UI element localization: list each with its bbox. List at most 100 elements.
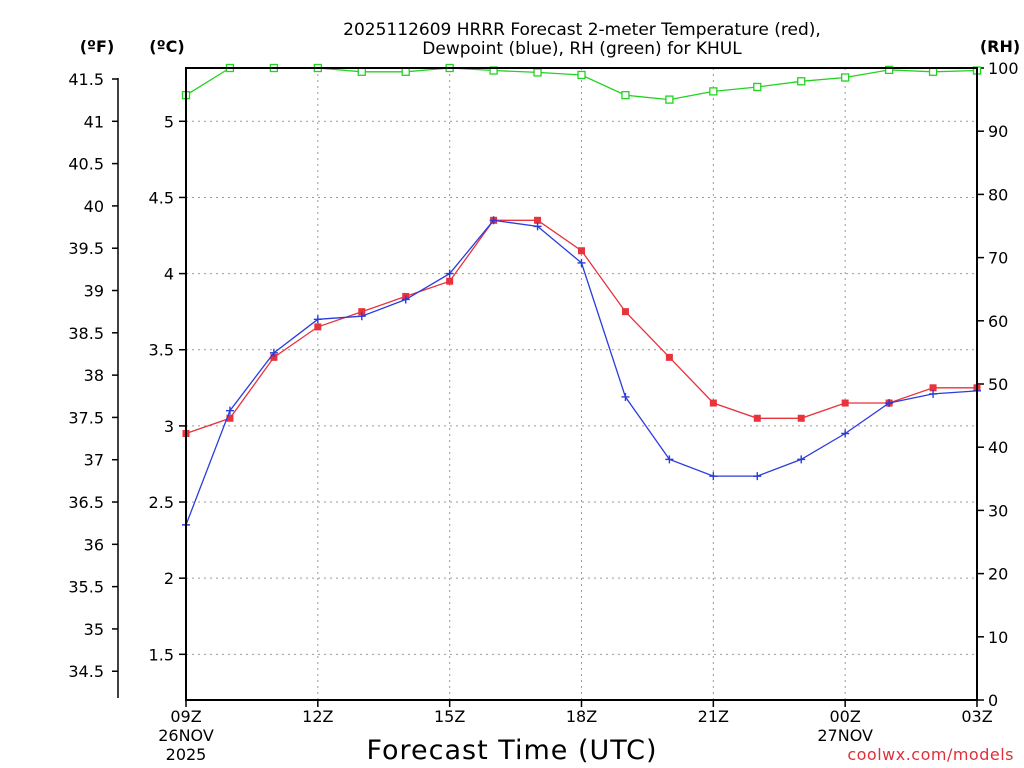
fahrenheit-tick-label: 41.5 (68, 70, 104, 89)
source-credit: coolwx.com/models (847, 745, 1014, 764)
dewpoint-point (269, 348, 278, 357)
fahrenheit-tick-label: 38 (84, 366, 104, 385)
time-tick-label: 18Z (566, 707, 597, 726)
temperature-point (446, 277, 454, 285)
temperature-point (578, 247, 585, 255)
temperature-point (314, 323, 322, 331)
x-axis-label: Forecast Time (UTC) (366, 735, 657, 766)
rh-point (709, 87, 718, 96)
fahrenheit-tick-label: 41 (84, 112, 104, 131)
date-tick-label: 27NOV (817, 726, 873, 745)
celsius-tick-label: 3 (164, 417, 174, 436)
rh-tick-label: 20 (988, 565, 1008, 584)
dewpoint-point (797, 455, 806, 464)
rh-tick-label: 10 (988, 628, 1008, 647)
fahrenheit-tick-label: 39 (84, 282, 104, 301)
fahrenheit-tick-label: 34.5 (68, 662, 104, 681)
time-tick-label: 09Z (170, 707, 201, 726)
year-tick-label: 2025 (166, 745, 207, 764)
fahrenheit-tick-label: 35.5 (68, 578, 104, 597)
temperature-point (621, 308, 629, 316)
rh-tick-label: 70 (988, 249, 1008, 268)
temperature-point (270, 353, 278, 361)
rh-tick-label: 90 (988, 122, 1008, 141)
celsius-tick-label: 4 (164, 265, 174, 284)
chart-title-line1: 2025112609 HRRR Forecast 2-meter Tempera… (343, 20, 821, 40)
fahrenheit-tick-label: 37.5 (68, 408, 104, 427)
temperature-point (753, 414, 761, 422)
fahrenheit-tick-label: 40 (84, 197, 104, 216)
dewpoint-point (621, 392, 630, 401)
time-tick-label: 15Z (434, 707, 465, 726)
rh-unit-label: (RH) (980, 37, 1020, 56)
dewpoint-point (225, 406, 234, 415)
rh-tick-label: 80 (988, 185, 1008, 204)
grid-lines (185, 68, 978, 700)
dewpoint-point (841, 429, 850, 438)
dewpoint-point (445, 269, 454, 278)
fahrenheit-tick-label: 35 (84, 620, 104, 639)
rh-axis: 0 10 20 30 40 50 60 70 80 90 100 (977, 59, 1019, 710)
fahrenheit-tick-label: 38.5 (68, 324, 104, 343)
rh-point (577, 70, 586, 80)
celsius-tick-label: 5 (164, 112, 174, 131)
dewpoint-series (182, 216, 981, 529)
rh-point (841, 73, 850, 82)
celsius-tick-label: 1.5 (149, 645, 174, 664)
celsius-tick-label: 4.5 (149, 188, 174, 207)
rh-point (797, 77, 806, 86)
temperature-point (534, 216, 542, 224)
rh-point (665, 95, 674, 104)
celsius-tick-label: 2.5 (149, 493, 174, 512)
chart-title-line2: Dewpoint (blue), RH (green) for KHUL (422, 39, 742, 59)
rh-tick-label: 40 (988, 438, 1008, 457)
temperature-point (929, 384, 937, 392)
dewpoint-point (489, 216, 498, 225)
rh-series (181, 63, 982, 104)
dewpoint-point (533, 222, 542, 231)
temperature-point (358, 308, 366, 316)
celsius-tick-label: 3.5 (149, 341, 174, 360)
dewpoint-point (313, 315, 322, 324)
dewpoint-point (709, 472, 718, 481)
fahrenheit-tick-label: 40.5 (68, 155, 104, 174)
dewpoint-point (665, 455, 674, 464)
temperature-point (841, 399, 849, 407)
fahrenheit-tick-label: 36.5 (68, 493, 104, 512)
rh-point (533, 68, 542, 77)
temperature-point (797, 414, 805, 422)
temperature-point (226, 414, 234, 422)
dewpoint-point (577, 258, 586, 267)
dewpoint-point (885, 399, 894, 408)
rh-tick-label: 0 (988, 691, 998, 710)
rh-point (621, 91, 630, 100)
rh-point (928, 67, 938, 76)
rh-tick-label: 50 (988, 375, 1008, 394)
rh-point (401, 67, 410, 76)
rh-point (884, 65, 894, 75)
time-tick-label: 12Z (302, 707, 333, 726)
dewpoint-point (929, 389, 938, 398)
time-tick-label: 21Z (698, 707, 729, 726)
rh-tick-label: 30 (988, 501, 1008, 520)
temperature-point (709, 399, 717, 407)
time-tick-label: 00Z (830, 707, 861, 726)
rh-tick-label: 100 (988, 59, 1019, 78)
date-tick-label: 26NOV (158, 726, 214, 745)
celsius-unit-label: (ºC) (149, 37, 184, 56)
fahrenheit-tick-label: 36 (84, 535, 104, 554)
celsius-axis: 1.5 2 2.5 3 3.5 4 4.5 5 (149, 112, 186, 664)
rh-point (753, 82, 762, 92)
temperature-point (665, 353, 673, 361)
fahrenheit-tick-label: 39.5 (68, 239, 104, 258)
rh-point (357, 67, 366, 76)
time-tick-label: 03Z (961, 707, 992, 726)
celsius-tick-label: 2 (164, 569, 174, 588)
fahrenheit-axis: 34.5 35 35.5 36 36.5 37 37.5 38 38.5 39 39.5 40 40.5… (68, 70, 119, 698)
dewpoint-point (401, 295, 410, 304)
fahrenheit-unit-label: (ºF) (80, 37, 115, 56)
rh-tick-label: 60 (988, 312, 1008, 331)
dewpoint-point (357, 312, 366, 321)
